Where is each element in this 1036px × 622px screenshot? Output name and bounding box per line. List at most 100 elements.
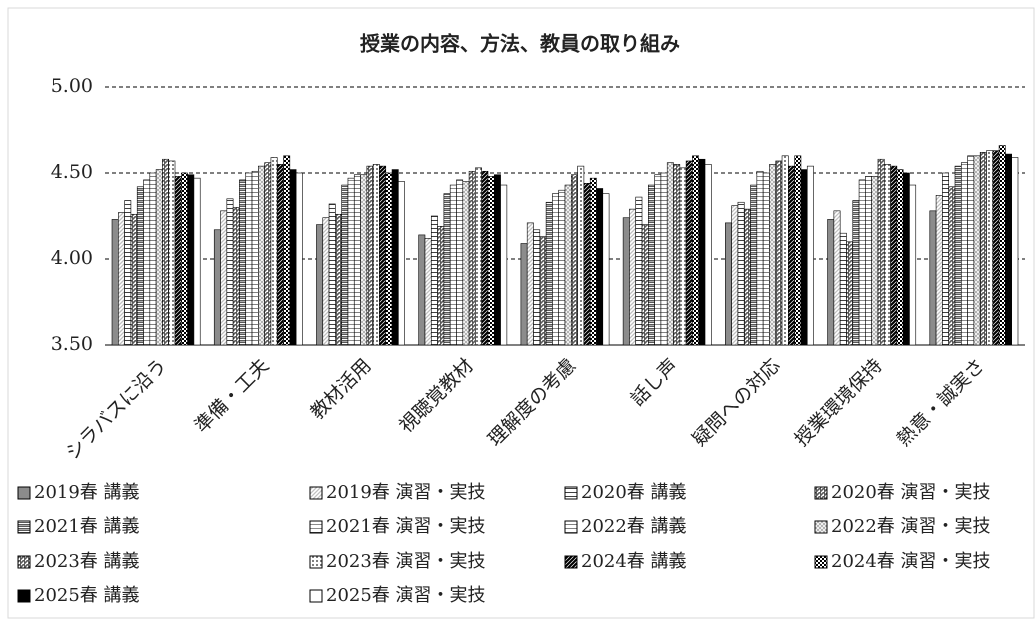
bar [583,183,591,346]
bar [295,172,303,346]
bar [552,193,560,346]
bar [245,172,253,346]
bar [335,213,342,346]
bar [839,232,847,346]
y-tick-label: 5.00 [51,75,93,97]
bar [462,181,470,346]
bar [725,222,732,346]
bar [846,241,854,346]
bar [520,243,528,346]
bar [635,196,643,346]
bar [596,188,604,346]
bar [155,169,163,346]
bar [385,172,393,346]
x-tick-label: 準備・工夫 [191,355,274,438]
bar [168,160,176,346]
bar [360,174,368,346]
bar [456,179,464,346]
bar [570,174,578,346]
bar [986,150,994,346]
legend-swatch [309,555,323,569]
bar [437,226,445,346]
legend-label: 2022春 演習・実技 [831,516,991,537]
legend-swatch [309,520,323,534]
x-tick-label: 疑問への対応 [688,355,784,451]
bar [673,164,681,346]
legend-swatch [17,589,31,603]
bar [935,195,943,346]
bar [239,179,247,346]
bar [564,184,572,346]
bar [769,164,777,346]
bar [493,174,501,346]
bar [858,179,866,346]
bar [756,170,764,346]
legend-label: 2019春 演習・実技 [326,482,486,503]
bar [398,181,405,346]
bar [136,186,144,346]
bar [960,162,968,346]
bar [289,169,297,346]
legend-label: 2021春 講義 [34,516,140,537]
bar [648,184,655,346]
bar [533,229,541,346]
legend-label: 2020春 講義 [581,482,687,503]
legend-swatch [17,486,31,500]
bar [181,172,188,346]
legend-swatch [17,520,31,534]
bar [487,176,495,346]
bar [833,210,841,346]
legend-label: 2023春 演習・実技 [326,551,486,572]
legend-swatch [564,520,578,534]
bar [865,176,872,346]
bar [883,164,891,346]
bar [418,234,426,346]
bar [660,172,668,346]
x-tick-label: 話し声 [626,355,682,411]
bar [379,165,387,346]
bar [468,170,476,346]
bar [629,208,637,346]
bar [698,158,706,346]
bar [220,210,228,346]
bar [589,177,597,346]
bar [258,165,265,346]
bar [806,165,814,346]
bar [954,165,962,346]
y-tick-label: 3.50 [51,333,93,355]
bar [347,177,355,346]
legend-swatch [814,486,828,500]
bar [781,155,789,346]
legend-swatch [309,589,323,603]
bar [750,184,758,346]
bar [481,170,489,346]
bar [118,212,125,346]
bar [704,164,712,346]
bar [641,224,649,346]
legend-swatch [814,555,828,569]
bar [929,210,937,346]
bar [276,164,284,346]
bar [430,215,438,346]
bar [232,207,240,346]
bar [654,174,662,346]
bar [226,198,234,346]
legend-swatch [309,486,323,500]
bar [475,167,482,346]
bar [270,157,278,346]
legend-label: 2025春 演習・実技 [326,585,486,606]
legend-label: 2021春 演習・実技 [326,516,486,537]
bar [890,165,898,346]
bar [979,152,987,346]
bar [526,222,534,346]
bar [998,145,1006,346]
bar [622,217,630,346]
bar [449,184,457,346]
bar [372,164,380,346]
bar [328,203,336,346]
bar [316,224,324,346]
x-tick-label: 熱意・誠実さ [893,355,989,451]
bar [992,150,1000,346]
bar [666,162,674,346]
